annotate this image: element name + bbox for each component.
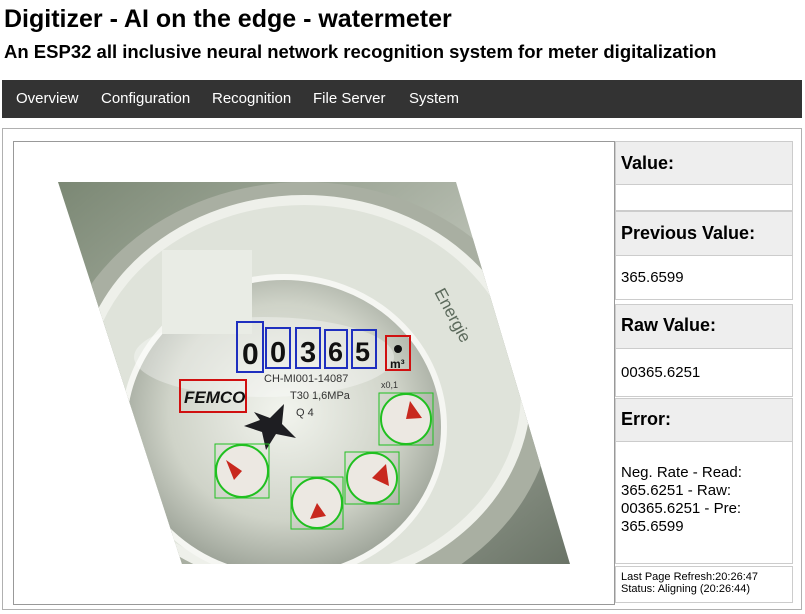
digit-value: 0 [242, 338, 259, 371]
nav-recognition[interactable]: Recognition [212, 90, 292, 107]
meter-image-frame: Energie CH-MI001-14087 T30 1,6MPa Q 4 x0… [13, 141, 615, 605]
status-text: Status: Aligning (20:26:44) [621, 583, 751, 595]
dial-label-text: x0,1 [381, 380, 398, 390]
analog-dial [290, 476, 344, 530]
unit-label: m³ [390, 357, 405, 371]
raw-value-label: Raw Value: [615, 304, 793, 349]
analog-dial [344, 451, 400, 505]
digit-roi-box [265, 327, 291, 369]
nav-configuration[interactable]: Configuration [101, 90, 191, 107]
digit-value: 3 [300, 337, 316, 369]
value-panel: Value: Previous Value: 365.6599 Raw Valu… [615, 141, 795, 603]
value-field [615, 185, 793, 211]
page-title: Digitizer - AI on the edge - watermeter [4, 5, 452, 33]
digit-roi-box [351, 329, 377, 369]
digit-roi-box [236, 321, 264, 373]
ref-marker-box [385, 335, 411, 371]
raw-value-field: 00365.6251 [615, 349, 793, 397]
main-content: Energie CH-MI001-14087 T30 1,6MPa Q 4 x0… [2, 128, 802, 610]
digit-value: 5 [355, 337, 370, 367]
nav-system[interactable]: System [409, 90, 460, 107]
reference-markers: m³ FEMCO [179, 335, 411, 413]
analog-dial [214, 443, 270, 499]
digit-roi-box [324, 329, 348, 369]
meter-spec-text: T30 1,6MPa [290, 390, 351, 402]
analog-dial [378, 392, 434, 446]
meter-model-text: CH-MI001-14087 [264, 373, 348, 385]
previous-value-field: 365.6599 [615, 256, 793, 300]
ref-marker-box [179, 379, 247, 413]
brand-logo: FEMCO [184, 388, 245, 407]
meter-image: Energie CH-MI001-14087 T30 1,6MPa Q 4 x0… [58, 182, 570, 564]
nav-overview[interactable]: Overview [16, 90, 79, 107]
rotated-camera-image: Energie CH-MI001-14087 T30 1,6MPa Q 4 x0… [58, 182, 570, 564]
nav-file-server[interactable]: File Server [313, 90, 386, 107]
unit-dot [394, 345, 402, 353]
analog-dial-rois [214, 392, 434, 530]
previous-value-label: Previous Value: [615, 211, 793, 256]
page-subtitle: An ESP32 all inclusive neural network re… [4, 41, 717, 62]
digit-value: 0 [270, 337, 286, 369]
digit-value: 6 [328, 337, 343, 367]
last-refresh-text: Last Page Refresh:20:26:47 [621, 571, 758, 583]
error-label: Error: [615, 398, 793, 442]
value-label: Value: [615, 141, 793, 185]
meter-q-text: Q 4 [296, 407, 314, 419]
digit-roi-box [295, 327, 321, 369]
star-wheel [244, 404, 296, 450]
main-navbar: Overview Configuration Recognition File … [2, 80, 802, 118]
error-field: Neg. Rate - Read: 365.6251 - Raw: 00365.… [615, 442, 793, 564]
status-footer: Last Page Refresh:20:26:47 Status: Align… [615, 566, 793, 603]
digit-rois: 0 0 3 6 5 5 [236, 321, 377, 373]
